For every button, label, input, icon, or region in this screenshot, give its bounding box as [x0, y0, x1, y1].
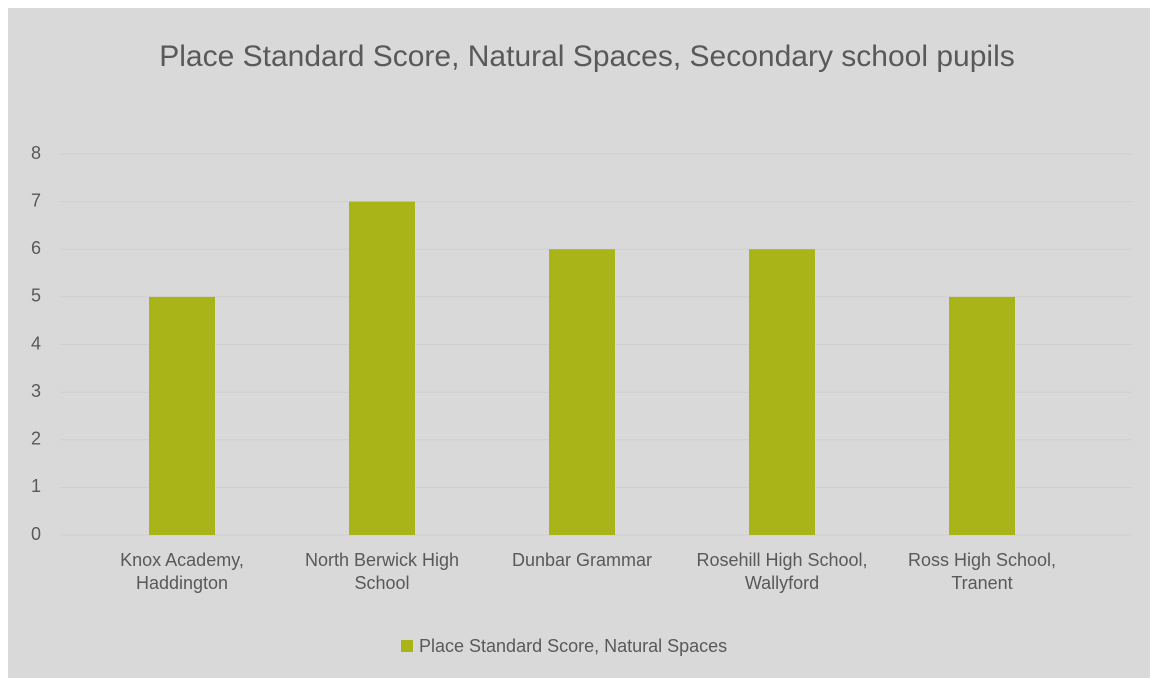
legend-label: Place Standard Score, Natural Spaces: [419, 636, 727, 656]
y-tick-label: 7: [31, 190, 41, 210]
y-tick-label: 1: [31, 476, 41, 496]
bar: [549, 249, 615, 535]
x-tick-label: Rosehill High School, Wallyford: [696, 550, 868, 593]
x-tick-label: North Berwick High School: [304, 550, 460, 593]
y-tick-label: 0: [31, 524, 41, 544]
y-tick-label: 2: [31, 429, 41, 449]
x-tick-label: Dunbar Grammar: [511, 550, 653, 570]
y-tick-label: 3: [31, 381, 41, 401]
legend-swatch: [401, 640, 413, 652]
y-tick-label: 4: [31, 333, 41, 353]
x-tick-label: Knox Academy, Haddington: [120, 550, 244, 593]
bar: [749, 249, 815, 535]
chart-title: Place Standard Score, Natural Spaces, Se…: [159, 40, 1015, 73]
bar: [349, 201, 415, 535]
y-tick-label: 6: [31, 238, 41, 258]
bar: [949, 296, 1015, 535]
x-tick-label: Ross High School, Tranent: [907, 550, 1057, 593]
y-tick-label: 5: [31, 286, 41, 306]
bar: [149, 296, 215, 535]
y-tick-label: 8: [31, 143, 41, 163]
